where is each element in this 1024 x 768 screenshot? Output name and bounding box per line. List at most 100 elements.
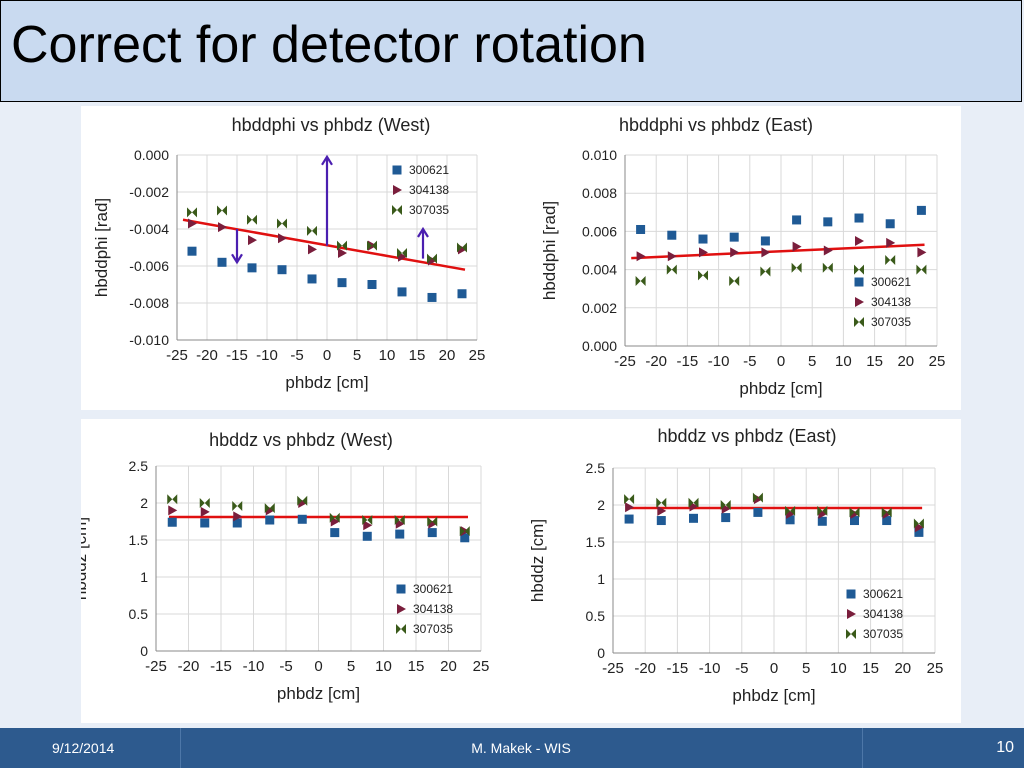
x-axis-label: phbdz [cm] [285, 373, 368, 392]
x-tick-label: -5 [735, 660, 748, 677]
data-point-300621 [427, 528, 437, 538]
legend-label: 307035 [863, 627, 903, 641]
legend-label: 304138 [409, 183, 449, 197]
data-point-307035 [457, 242, 467, 253]
data-point-307035 [307, 225, 317, 236]
x-tick-label: -20 [645, 353, 667, 370]
fit-line [182, 218, 466, 271]
x-tick-label: 20 [894, 660, 911, 677]
legend-label: 300621 [863, 587, 903, 601]
data-point-300621 [792, 215, 802, 225]
x-tick-label: 10 [379, 347, 396, 364]
x-tick-label: -10 [699, 660, 721, 677]
x-tick-label: 15 [862, 660, 879, 677]
footer-author: M. Makek - WIS [471, 740, 571, 756]
data-point-300621 [232, 518, 242, 528]
y-tick-label: 0.002 [582, 300, 617, 316]
data-point-300621 [392, 165, 402, 175]
data-point-307035 [167, 494, 178, 505]
footer-divider [862, 728, 863, 768]
data-point-300621 [785, 515, 795, 525]
legend-label: 307035 [871, 315, 911, 329]
legend-label: 307035 [409, 203, 449, 217]
data-point-300621 [277, 265, 287, 275]
x-tick-label: 0 [777, 353, 785, 370]
data-point-304138 [667, 251, 677, 262]
data-point-307035 [427, 253, 437, 264]
data-point-300621 [916, 205, 926, 215]
x-tick-label: 25 [469, 347, 486, 364]
data-point-304138 [397, 604, 406, 614]
x-tick-label: -5 [279, 658, 292, 675]
data-point-304138 [188, 218, 197, 229]
y-tick-label: 0.006 [582, 223, 617, 239]
x-tick-label: -25 [602, 660, 624, 677]
data-point-304138 [657, 505, 667, 516]
data-point-300621 [367, 280, 377, 289]
y-tick-label: 0 [597, 645, 605, 661]
slide-title-bar: Correct for detector rotation [0, 0, 1022, 102]
x-axis-label: phbdz [cm] [732, 686, 815, 705]
x-tick-label: -25 [614, 353, 636, 370]
legend-label: 300621 [409, 163, 449, 177]
y-tick-label: 0.008 [582, 185, 617, 201]
x-tick-label: -5 [743, 353, 756, 370]
data-point-300621 [362, 531, 372, 541]
y-tick-label: -0.010 [129, 332, 169, 348]
data-point-304138 [218, 222, 227, 233]
data-point-300621 [854, 213, 864, 223]
data-point-307035 [367, 240, 377, 251]
data-point-307035 [392, 205, 402, 215]
data-point-307035 [329, 512, 340, 523]
x-tick-label: -10 [243, 658, 265, 675]
chart-title: hbddphi vs phbdz (West) [232, 115, 431, 135]
data-point-307035 [396, 624, 406, 634]
y-tick-label: -0.004 [129, 221, 169, 237]
y-tick-label: 1 [597, 571, 605, 587]
data-point-300621 [882, 516, 892, 526]
chart-title: hbddphi vs phbdz (East) [619, 115, 813, 135]
data-point-300621 [457, 289, 467, 299]
x-tick-label: 5 [808, 353, 816, 370]
data-point-300621 [914, 527, 924, 537]
x-tick-label: -25 [145, 658, 167, 675]
x-tick-label: 20 [897, 353, 914, 370]
legend-label: 304138 [863, 607, 903, 621]
data-point-300621 [200, 518, 210, 528]
chart-title: hbddz vs phbdz (East) [657, 426, 836, 446]
chart-west-hbddz: -25 -20 -15 -10 -5 0 5 10 15 20 25 0 0.5 1 1.5 2 2.5 hbdd… [81, 430, 490, 703]
data-point-304138 [761, 247, 771, 258]
x-tick-label: 0 [770, 660, 778, 677]
x-tick-label: 25 [473, 658, 490, 675]
x-tick-label: 15 [409, 347, 426, 364]
data-point-300621 [330, 528, 340, 538]
x-tick-label: 5 [347, 658, 355, 675]
data-point-304138 [917, 247, 927, 258]
y-tick-label: 2.5 [586, 460, 606, 476]
data-point-300621 [760, 236, 770, 246]
data-point-300621 [396, 584, 406, 594]
data-point-307035 [264, 503, 275, 514]
x-tick-label: 5 [353, 347, 361, 364]
chart-east-hbddphi: -25 -20 -15 -10 -5 0 5 10 15 20 25 0.000 0.002 0.004 0… [540, 115, 946, 398]
data-point-300621 [397, 287, 407, 297]
data-point-307035 [822, 262, 833, 273]
arrow-head [321, 154, 333, 166]
data-point-304138 [233, 511, 243, 522]
x-tick-label: 25 [929, 353, 946, 370]
data-point-307035 [846, 629, 856, 639]
data-point-300621 [636, 224, 646, 234]
bottom-charts-panel: -25 -20 -15 -10 -5 0 5 10 15 20 25 0 0.5 1 1.5 2 2.5 hbdd… [81, 419, 961, 723]
y-axis-label: hbddz [cm] [81, 517, 90, 600]
y-tick-label: 0.5 [586, 608, 606, 624]
arrow-head [417, 226, 429, 238]
data-point-304138 [338, 248, 347, 259]
data-point-307035 [760, 266, 771, 277]
data-point-307035 [720, 500, 731, 510]
x-tick-label: 20 [440, 658, 457, 675]
data-point-304138 [855, 297, 864, 307]
data-point-307035 [785, 505, 796, 516]
data-point-304138 [823, 245, 833, 256]
data-point-300621 [850, 516, 859, 526]
data-point-307035 [698, 270, 708, 281]
